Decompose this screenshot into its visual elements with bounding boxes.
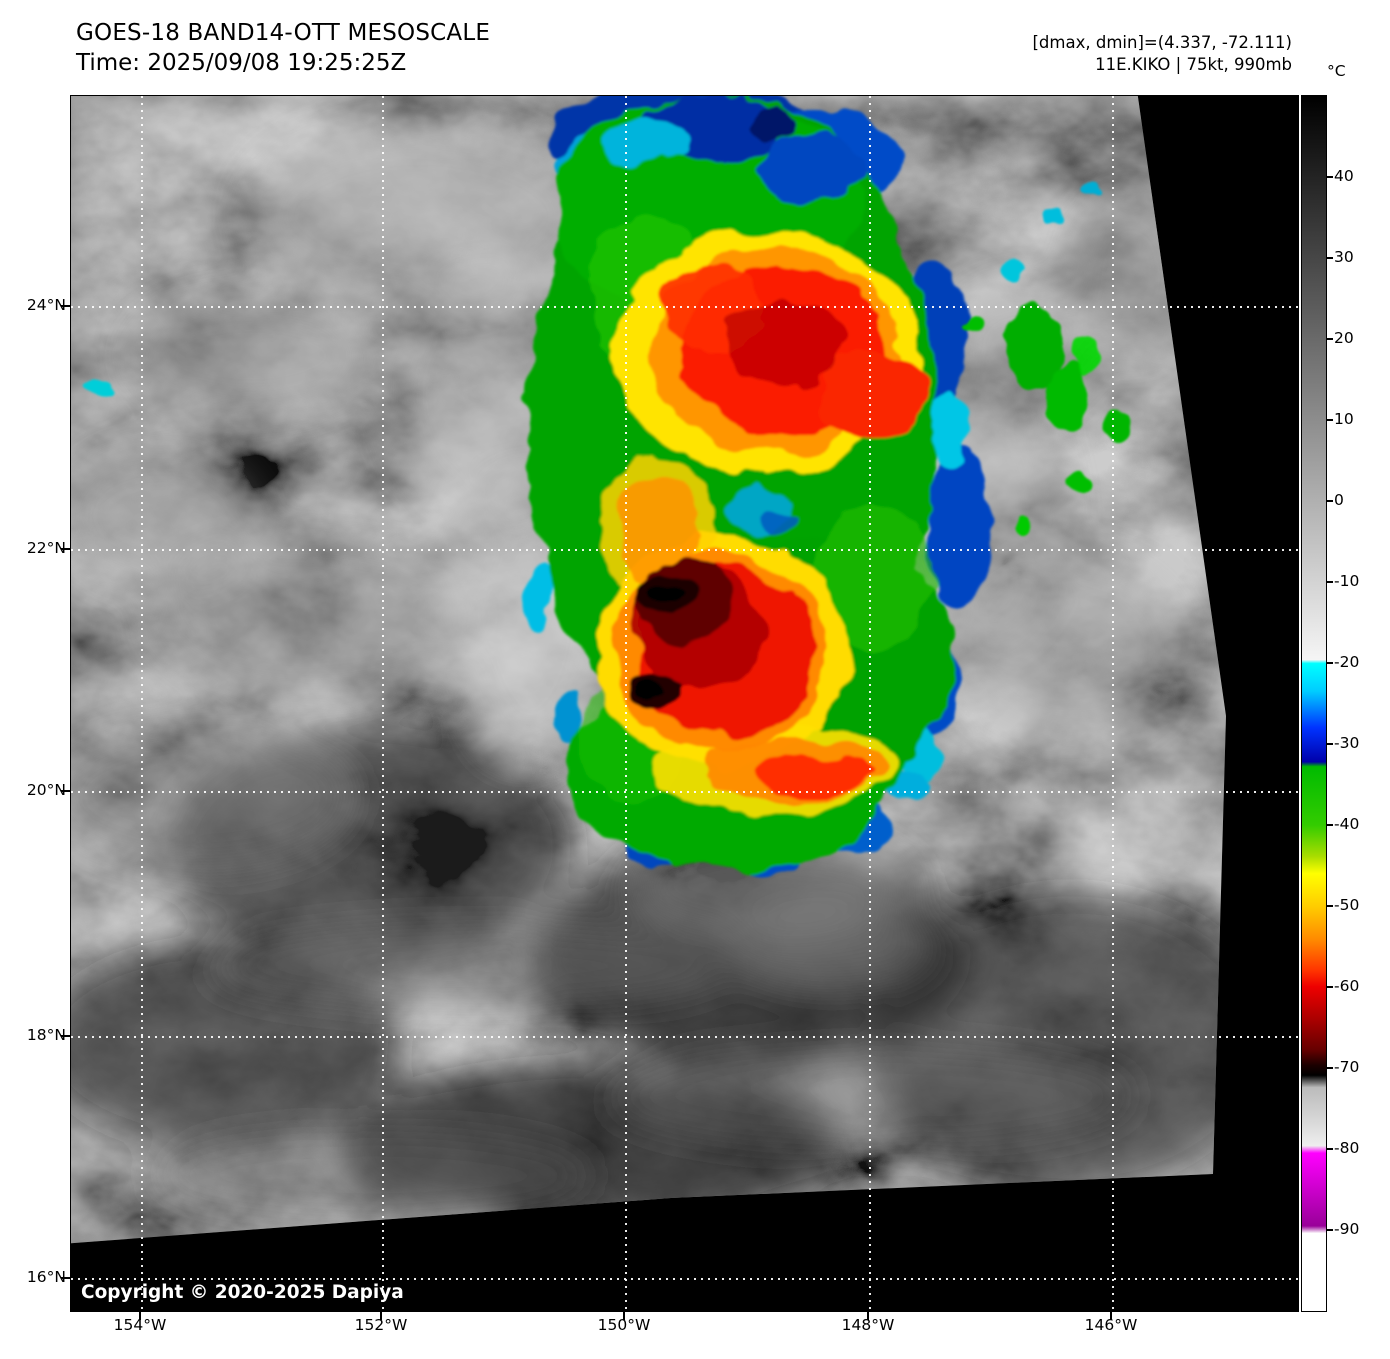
colorbar-tickmark [1326,743,1333,745]
storm-info: 11E.KIKO | 75kt, 990mb [1095,55,1292,74]
lat-label-22n: 22°N [26,539,66,557]
lon-tickmark [139,1311,141,1320]
colorbar-tick-20: 20 [1334,329,1354,347]
lat-tickmark [61,1277,70,1279]
lat-tickmark [61,790,70,792]
colorbar-tick-n90: -90 [1334,1220,1360,1238]
colorbar-tickmark [1326,905,1333,907]
lon-label-148w: 148°W [841,1316,895,1334]
lon-label-150w: 150°W [597,1316,651,1334]
lat-label-16n: 16°N [26,1268,66,1286]
page-title: GOES-18 BAND14-OTT MESOSCALE [76,20,491,46]
colorbar-tickmark [1326,1067,1333,1069]
lat-tickmark [61,305,70,307]
gridline-lat-22n [71,549,1298,551]
gridline-lon-146w [1112,96,1114,1311]
colorbar-tick-10: 10 [1334,410,1354,428]
lon-tickmark [380,1311,382,1320]
overshooting-top-black-cores [632,559,730,707]
storm-cold-cloud-shield [525,96,986,877]
lon-label-154w: 154°W [113,1316,167,1334]
timestamp: Time: 2025/09/08 19:25:25Z [76,50,407,76]
colorbar-tick-n10: -10 [1334,572,1360,590]
colorbar-tick-40: 40 [1334,167,1354,185]
gridline-lon-150w [625,96,627,1311]
colorbar-tickmark [1326,581,1333,583]
lat-label-24n: 24°N [26,296,66,314]
gridline-lon-154w [141,96,143,1311]
colorbar-tickmark [1326,257,1333,259]
lon-tickmark [623,1311,625,1320]
convective-specks [87,181,1128,533]
colorbar-unit-label: °C [1327,62,1346,80]
colorbar-tickmark [1326,662,1333,664]
lat-tickmark [61,548,70,550]
gray-cloud-patches [71,126,1226,1226]
colorbar-tickmark [1326,500,1333,502]
satellite-image-plot: Copyright © 2020-2025 Dapiya [70,95,1299,1312]
gridline-lat-20n [71,791,1298,793]
dmax-dmin-readout: [dmax, dmin]=(4.337, -72.111) [1032,33,1293,52]
gridline-lat-24n [71,306,1298,308]
scan-area [71,96,1226,1244]
colorbar-tickmark [1326,1148,1333,1150]
colorbar-tick-n20: -20 [1334,653,1360,671]
gridline-lat-18n [71,1036,1298,1038]
lon-label-152w: 152°W [354,1316,408,1334]
lat-tickmark [61,1035,70,1037]
copyright-watermark: Copyright © 2020-2025 Dapiya [81,1282,404,1303]
colorbar-tickmark [1326,338,1333,340]
colorbar-tickmark [1326,1229,1333,1231]
colorbar-tick-n40: -40 [1334,815,1360,833]
colorbar-tick-n80: -80 [1334,1139,1360,1157]
lat-label-18n: 18°N [26,1026,66,1044]
gridline-lon-148w [869,96,871,1311]
lon-tickmark [1110,1311,1112,1320]
gridline-lat-16n [71,1278,1298,1280]
gridline-lon-152w [382,96,384,1311]
lon-tickmark [867,1311,869,1320]
colorbar-tick-n70: -70 [1334,1058,1360,1076]
colorbar-tick-30: 30 [1334,248,1354,266]
lon-label-146w: 146°W [1084,1316,1138,1334]
colorbar-tick-n60: -60 [1334,977,1360,995]
satellite-ir-image [71,96,1298,1311]
colorbar-tick-n30: -30 [1334,734,1360,752]
colorbar-tick-0: 0 [1334,491,1344,509]
colorbar [1301,95,1327,1312]
colorbar-tick-n50: -50 [1334,896,1360,914]
colorbar-tickmark [1326,419,1333,421]
colorbar-tickmark [1326,176,1333,178]
lat-label-20n: 20°N [26,781,66,799]
storm-north-blue-patches [606,96,860,198]
colorbar-tickmark [1326,986,1333,988]
storm-inner-cyan-notch [727,486,799,533]
storm-upper-convective-burst [661,267,928,444]
colorbar-tickmark [1326,824,1333,826]
